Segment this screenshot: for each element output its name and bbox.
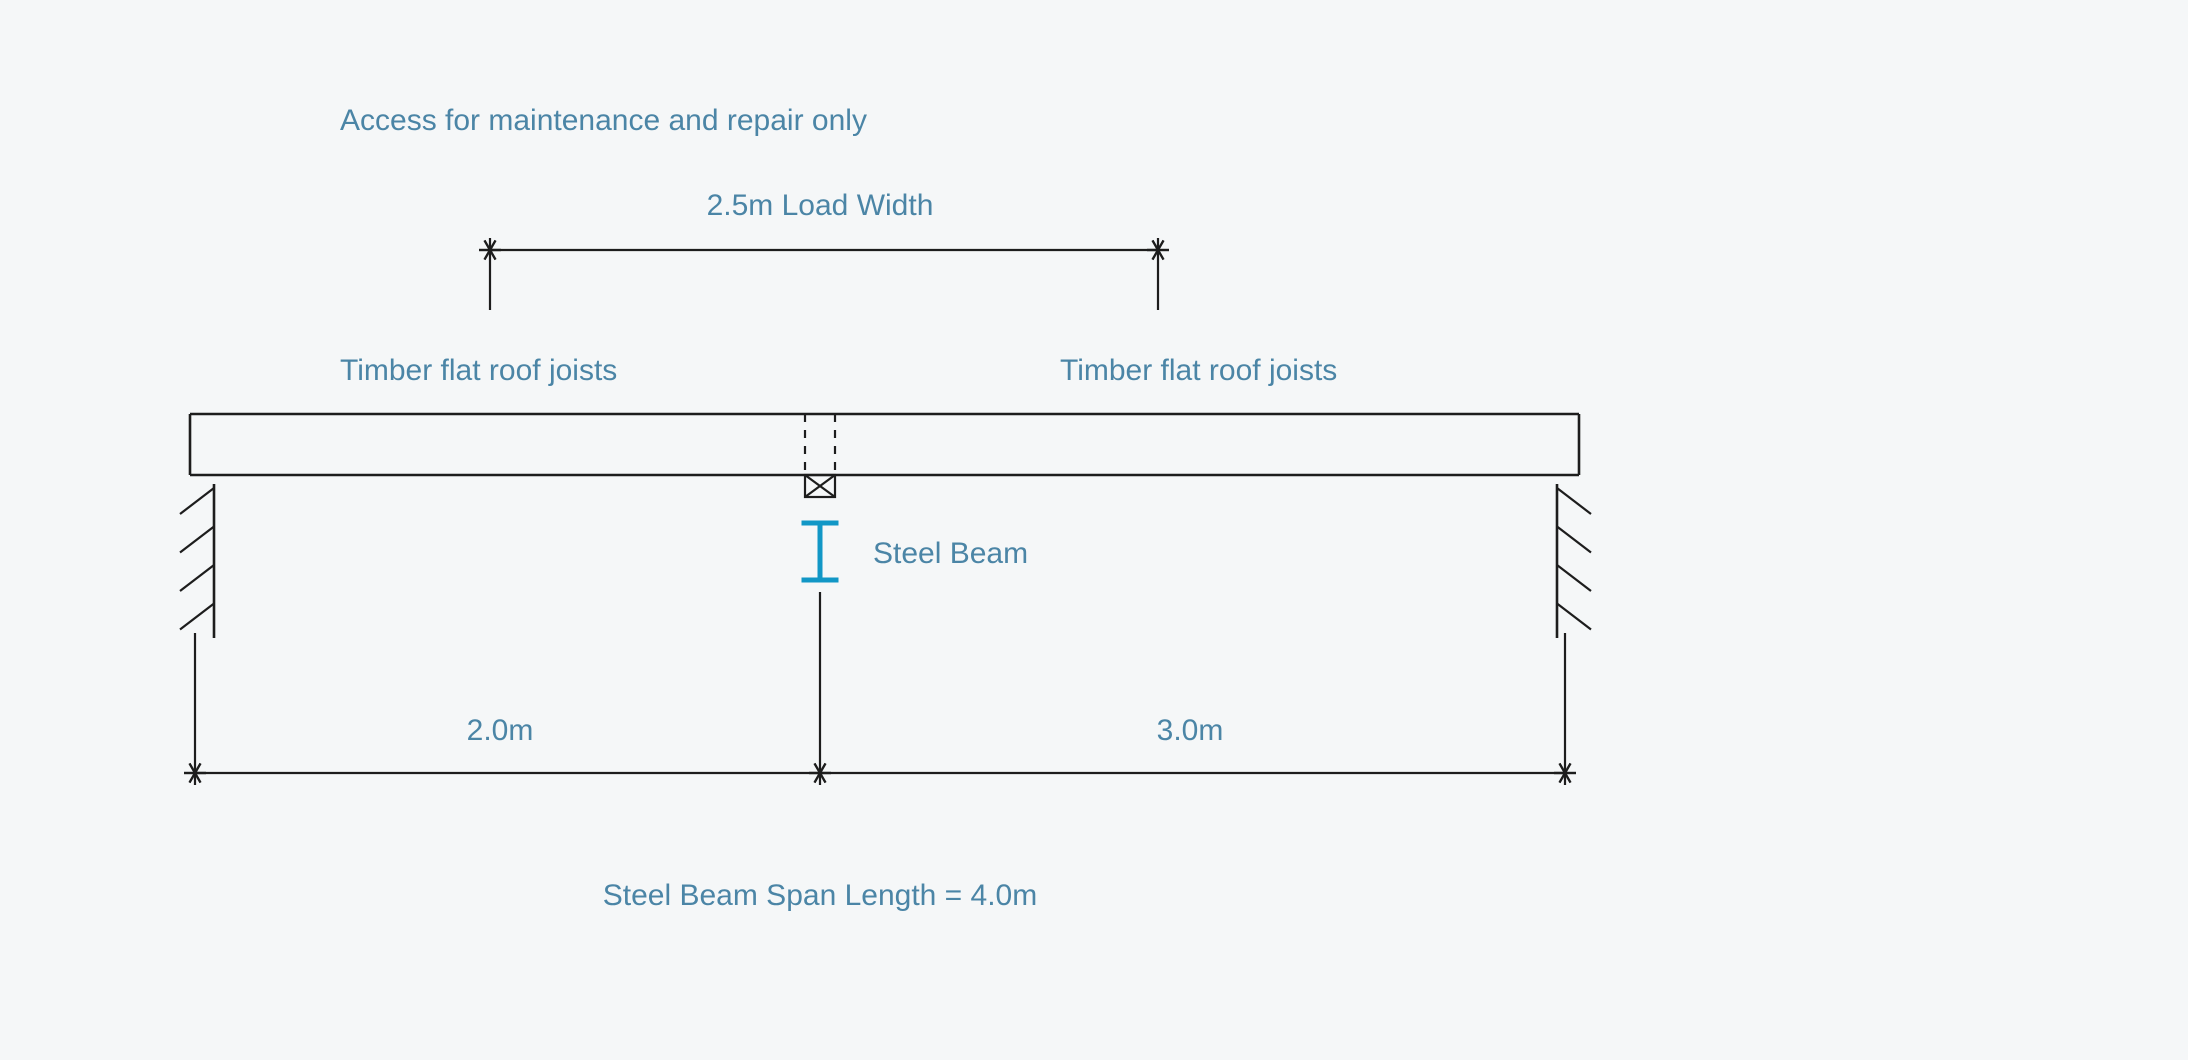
- label-joists_right: Timber flat roof joists: [1060, 354, 1337, 387]
- label-span: Steel Beam Span Length = 4.0m: [603, 879, 1037, 912]
- label-joists_left: Timber flat roof joists: [340, 354, 617, 387]
- label-load_width: 2.5m Load Width: [707, 189, 934, 222]
- label-title: Access for maintenance and repair only: [340, 104, 867, 137]
- label-steel_beam: Steel Beam: [873, 537, 1028, 570]
- label-dim_left: 2.0m: [467, 714, 534, 747]
- label-dim_right: 3.0m: [1157, 714, 1224, 747]
